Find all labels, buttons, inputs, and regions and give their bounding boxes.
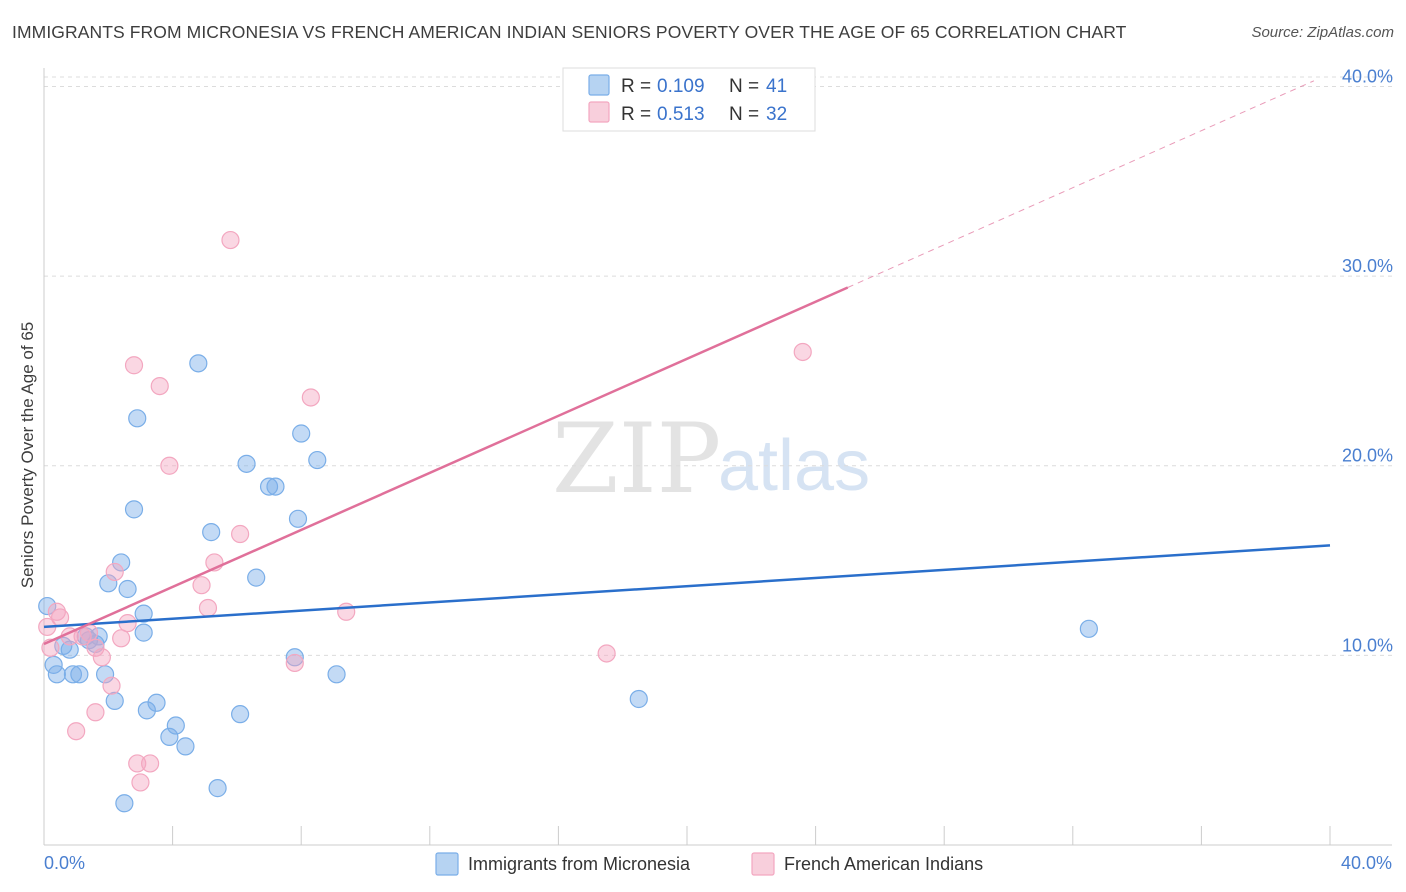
data-point bbox=[189, 354, 208, 373]
bottom-legend-label-french-american-indians: French American Indians bbox=[784, 854, 983, 874]
y-tick-labels: 10.0% 20.0% 30.0% 40.0% bbox=[1342, 66, 1393, 655]
legend-r-label-1: R = bbox=[621, 76, 651, 97]
data-point bbox=[128, 409, 147, 428]
data-point bbox=[134, 623, 153, 642]
bottom-legend-label-micronesia: Immigrants from Micronesia bbox=[468, 854, 691, 874]
data-point bbox=[124, 356, 144, 375]
data-point bbox=[301, 388, 320, 407]
data-point bbox=[793, 342, 812, 362]
data-point bbox=[247, 568, 266, 587]
data-point bbox=[285, 653, 304, 673]
legend-n-label-2: N = bbox=[729, 104, 759, 125]
series-french-american-indians-points bbox=[38, 107, 812, 792]
data-point bbox=[105, 562, 124, 582]
trend-line-micronesia bbox=[43, 544, 1331, 629]
data-point bbox=[105, 691, 124, 710]
legend-box: R = 0.109 N = 41 R = 0.513 N = 32 bbox=[562, 67, 816, 132]
x-ticks bbox=[43, 826, 1331, 845]
data-point bbox=[118, 579, 137, 599]
data-point bbox=[198, 598, 218, 618]
source-credit: Source: ZipAtlas.com bbox=[1251, 24, 1394, 41]
data-point bbox=[70, 665, 89, 684]
data-point bbox=[150, 376, 169, 396]
y-tick-label: 30.0% bbox=[1342, 256, 1393, 276]
data-point bbox=[50, 608, 70, 627]
data-point bbox=[1079, 619, 1098, 638]
data-point bbox=[131, 773, 150, 792]
data-point bbox=[629, 689, 648, 709]
data-point bbox=[292, 424, 311, 443]
data-point bbox=[308, 450, 327, 470]
y-tick-label: 10.0% bbox=[1342, 635, 1393, 655]
data-point bbox=[192, 576, 211, 595]
data-point bbox=[160, 727, 179, 747]
data-point bbox=[47, 602, 66, 621]
data-point bbox=[237, 454, 256, 473]
data-point bbox=[208, 779, 227, 798]
bottom-legend-swatch-micronesia bbox=[435, 852, 459, 876]
trend-lines bbox=[43, 80, 1331, 646]
data-point bbox=[259, 477, 279, 496]
data-point bbox=[140, 754, 160, 773]
data-point bbox=[128, 754, 147, 773]
data-point bbox=[202, 523, 221, 542]
data-point bbox=[38, 596, 57, 616]
data-point bbox=[221, 230, 240, 250]
data-point bbox=[99, 574, 118, 593]
grid-lines bbox=[44, 76, 1392, 656]
legend-r-label-2: R = bbox=[621, 104, 651, 125]
watermark-zip: ZIP bbox=[552, 403, 721, 515]
data-point bbox=[60, 640, 79, 659]
trend-line-extension bbox=[847, 80, 1315, 288]
data-point bbox=[92, 648, 111, 667]
data-point bbox=[67, 722, 86, 741]
legend-r-value-2: 0.513 bbox=[657, 104, 705, 125]
data-point bbox=[86, 638, 105, 657]
trend-line-french-american-indians bbox=[43, 286, 849, 646]
data-point bbox=[86, 703, 105, 722]
data-point bbox=[147, 693, 166, 712]
data-point bbox=[288, 509, 308, 528]
data-point bbox=[231, 705, 250, 724]
legend-n-value-1: 41 bbox=[766, 76, 787, 97]
data-point bbox=[166, 716, 185, 735]
legend-r-value-1: 0.109 bbox=[657, 76, 705, 97]
legend-swatch-french-american-indians bbox=[588, 101, 610, 123]
data-point bbox=[112, 629, 131, 648]
data-point bbox=[124, 500, 144, 519]
data-point bbox=[47, 665, 66, 684]
data-point bbox=[337, 602, 356, 621]
legend-n-value-2: 32 bbox=[766, 104, 787, 125]
data-point bbox=[327, 665, 346, 684]
chart-title: IMMIGRANTS FROM MICRONESIA VS FRENCH AME… bbox=[12, 22, 1127, 42]
bottom-legend: Immigrants from Micronesia French Americ… bbox=[435, 852, 983, 876]
data-point bbox=[63, 665, 83, 684]
data-point bbox=[266, 477, 285, 496]
data-point bbox=[115, 794, 134, 813]
data-point bbox=[44, 655, 63, 674]
y-tick-label: 40.0% bbox=[1342, 66, 1393, 86]
data-point bbox=[102, 676, 121, 695]
data-point bbox=[231, 524, 250, 544]
data-point bbox=[112, 553, 131, 572]
axes bbox=[43, 68, 1392, 846]
series-micronesia-points bbox=[38, 354, 1098, 813]
data-point bbox=[597, 644, 616, 663]
legend-swatch-micronesia bbox=[588, 74, 610, 96]
y-tick-label: 20.0% bbox=[1342, 446, 1393, 466]
legend-n-label-1: N = bbox=[729, 76, 759, 97]
data-point bbox=[176, 737, 195, 756]
bottom-legend-swatch-french-american-indians bbox=[751, 852, 775, 876]
x-tick-label-max: 40.0% bbox=[1341, 853, 1392, 873]
data-point bbox=[285, 648, 304, 667]
data-point bbox=[95, 665, 115, 684]
data-point bbox=[160, 456, 179, 475]
data-point bbox=[137, 701, 156, 720]
data-point bbox=[89, 627, 108, 646]
x-tick-label-min: 0.0% bbox=[44, 853, 85, 873]
data-point bbox=[134, 604, 153, 623]
